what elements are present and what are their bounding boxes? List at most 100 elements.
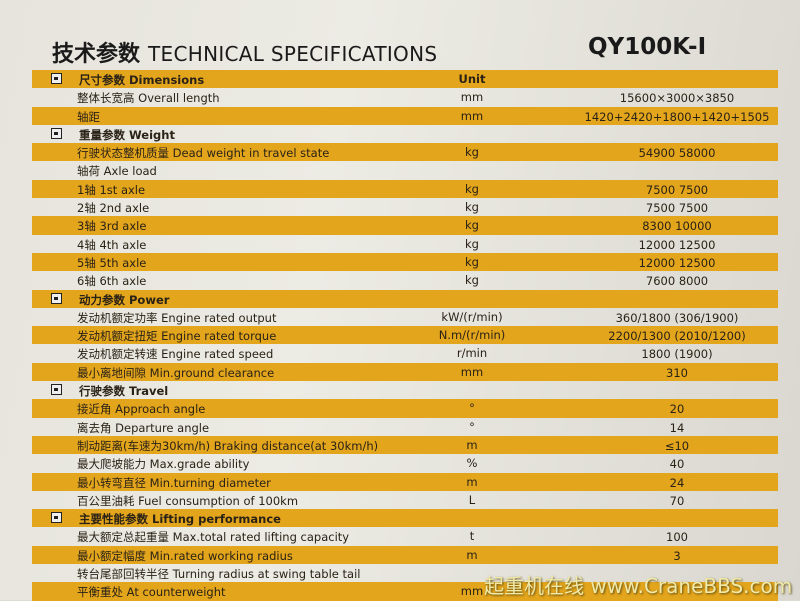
section-header: 重量参数 Weight [32, 125, 778, 143]
spec-unit: ° [469, 401, 475, 416]
travel-icon [51, 384, 62, 396]
spec-label: 动力参数 Power [79, 292, 170, 307]
spec-row: 整体长宽高 Overall length mm 15600×3000×3850 [32, 88, 778, 106]
spec-unit: kW/(r/min) [441, 309, 503, 324]
spec-row: 5轴 5th axle kg 12000 12500 [32, 252, 778, 272]
spec-unit: kg [465, 254, 479, 269]
spec-value: 1420+2420+1800+1420+1505 [584, 109, 770, 124]
spec-value: 7600 8000 [645, 274, 709, 289]
watermark: 起重机在线 www.CraneBBS.com [484, 574, 793, 598]
spec-label: 2轴 2nd axle [77, 201, 150, 216]
spec-value: 7500 7500 [645, 201, 709, 216]
spec-label: 3轴 3rd axle [77, 219, 147, 234]
model-name: QY100K-I [588, 34, 707, 60]
spec-row: 轴距 mm 1420+2420+1800+1420+1505 [32, 106, 778, 125]
spec-unit: kg [465, 145, 479, 160]
spec-row: 1轴 1st axle kg 7500 7500 [32, 179, 778, 199]
spec-row: 最大爬坡能力 Max.grade ability% 40 [32, 454, 778, 472]
spec-row: 最大额定总起重量 Max.total rated lifting capacit… [32, 527, 778, 545]
spec-unit: kg [465, 218, 479, 233]
title-en: TECHNICAL SPECIFICATIONS [148, 42, 438, 66]
spec-row: 发动机额定转速 Engine rated speed r/min 1800 (190… [32, 344, 778, 362]
spec-row: 2轴 2nd axle kg 7500 7500 [32, 198, 778, 216]
spec-value: ≤10 [664, 438, 690, 453]
spec-value: 20 [669, 402, 685, 417]
spec-unit: mm [460, 90, 484, 105]
spec-row: 最小额定幅度 Min.rated working radius m 3 [32, 545, 778, 565]
spec-label: 发动机额定功率 Engine rated output [77, 310, 277, 325]
spec-row: 制动距离(车速为30km/h) Braking distance(at 30km… [32, 435, 778, 455]
spec-value: 100 [666, 530, 688, 545]
spec-value: 24 [669, 475, 685, 490]
spec-unit: mm [460, 108, 484, 123]
spec-unit: kg [465, 200, 479, 215]
spec-value: 12000 12500 [638, 237, 716, 252]
spec-row: 转台尾部回转半径 Turning radius at swing table t… [32, 564, 778, 582]
spec-label: 发动机额定扭矩 Engine rated torque [77, 329, 277, 344]
spec-label: 尺寸参数 Dimensions [79, 73, 205, 87]
spec-label: 最大额定总起重量 Max.total rated lifting capacit… [77, 530, 350, 545]
spec-row: 6轴 6th axle kg 7600 8000 [32, 271, 778, 289]
spec-value: 8300 10000 [642, 219, 712, 234]
spec-label: 行驶参数 Travel [79, 384, 169, 399]
spec-row: 发动机额定扭矩 Engine rated torque N.m/(r/min) 22… [32, 326, 778, 345]
spec-unit: % [466, 456, 478, 471]
spec-value: 54900 58000 [638, 146, 716, 161]
spec-value: 360/1800 (306/1900) [615, 310, 739, 325]
spec-label: 5轴 5th axle [77, 255, 147, 270]
spec-label: 最小离地间隙 Min.ground clearance [77, 365, 275, 380]
spec-unit: r/min [456, 346, 488, 361]
spec-row: 百公里油耗 Fuel consumption of 100km L 70 [32, 491, 778, 509]
spec-label: 整体长宽高 Overall length [77, 91, 220, 106]
spec-row: 轴荷 Axle load [32, 161, 778, 179]
spec-label: 发动机额定转速 Engine rated speed [77, 347, 274, 362]
spec-unit: kg [465, 273, 479, 288]
spec-unit: ° [469, 419, 475, 434]
spec-label: 最小额定幅度 Min.rated working radius [77, 548, 293, 563]
spec-unit: m [466, 437, 478, 452]
dimensions-icon [51, 73, 62, 84]
spec-value: 14 [669, 420, 685, 435]
spec-unit: m [466, 547, 478, 562]
spec-label: 4轴 4th axle [77, 237, 147, 252]
spec-value: 70 [669, 493, 685, 508]
spec-label: 主要性能参数 Lifting performance [79, 512, 281, 527]
spec-label: 离去角 Departure angle [77, 420, 210, 435]
spec-label: 轴距 [77, 109, 100, 124]
spec-value: 3 [673, 548, 681, 563]
spec-table: 尺寸参数 Dimensions Unit 整体长宽高 Overall length m… [32, 70, 778, 601]
section-header: 动力参数 Power [32, 289, 778, 308]
spec-row: 最小转弯直径 Min.turning diameter m 24 [32, 472, 778, 491]
spec-label: 平衡重处 At counterweight [77, 585, 226, 600]
section-header: 主要性能参数 Lifting performance [32, 509, 778, 528]
spec-unit: kg [465, 236, 479, 251]
page-title: 技术参数 TECHNICAL SPECIFICATIONS [52, 36, 437, 68]
title-cn: 技术参数 [52, 42, 141, 67]
spec-row: 接近角 Approach angle ° 20 [32, 399, 778, 418]
spec-label: 转台尾部回转半径 Turning radius at swing table t… [77, 567, 361, 582]
lifting-icon [51, 512, 62, 524]
spec-unit: mm [460, 584, 484, 599]
spec-label: 最小转弯直径 Min.turning diameter [77, 475, 271, 490]
spec-value: 7500 7500 [645, 182, 709, 197]
spec-row: 4轴 4th axle kg 12000 12500 [32, 235, 778, 253]
spec-row: 平衡重处 At counterweight mm [32, 582, 778, 601]
spec-row: 离去角 Departure angle ° 14 [32, 418, 778, 436]
spec-label: 1轴 1st axle [77, 182, 146, 197]
spec-value: 310 [666, 365, 688, 380]
spec-value: 1800 (1900) [641, 347, 713, 362]
spec-label: 制动距离(车速为30km/h) Braking distance(at 30km… [77, 438, 379, 453]
spec-unit: Unit [458, 72, 486, 86]
spec-value: 40 [669, 457, 685, 472]
spec-row: 行驶状态整机质量 Dead weight in travel state kg 54… [32, 143, 778, 162]
spec-row: 最小离地间隙 Min.ground clearance mm 310 [32, 362, 778, 382]
spec-value: 2200/1300 (2010/1200) [608, 329, 746, 344]
section-header: 行驶参数 Travel [32, 381, 778, 399]
spec-label: 接近角 Approach angle [77, 402, 206, 417]
spec-row: 3轴 3rd axle kg 8300 10000 [32, 216, 778, 235]
power-icon [51, 292, 62, 304]
spec-value: 15600×3000×3850 [619, 91, 735, 106]
spec-unit: N.m/(r/min) [438, 328, 506, 343]
section-header: 尺寸参数 Dimensions Unit [32, 70, 778, 89]
